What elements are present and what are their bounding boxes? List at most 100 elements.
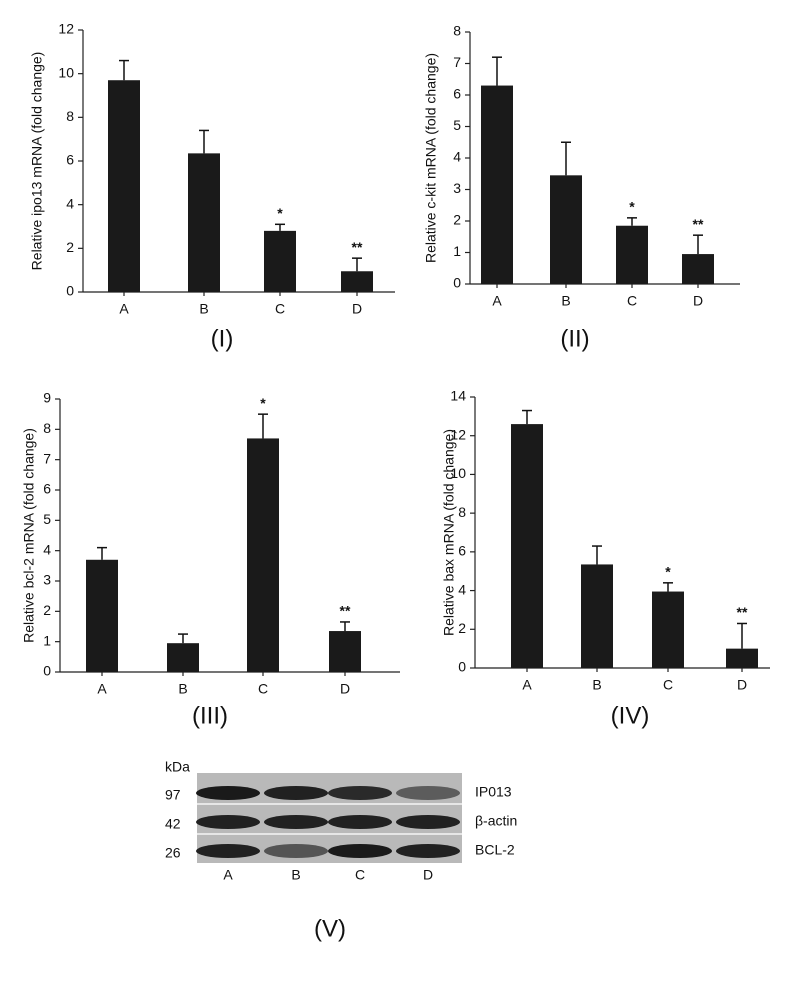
band [264,786,328,800]
y-tick-label: 5 [43,511,51,527]
panel-label: (I) [211,325,234,352]
band-label: IP013 [475,784,512,800]
y-tick-label: 12 [58,21,74,37]
band-label: BCL-2 [475,842,515,858]
y-tick-label: 4 [66,195,74,211]
y-tick-label: 0 [66,283,74,299]
x-tick-label: B [561,293,570,309]
x-tick-label: C [275,301,285,317]
bar [682,254,714,284]
x-tick-label: A [97,681,107,697]
y-tick-label: 8 [453,23,461,39]
marker-label: 42 [165,816,181,832]
y-tick-label: 1 [43,632,51,648]
significance-mark: ** [340,603,351,619]
bar [652,591,684,668]
bar [188,153,220,292]
x-tick-label: A [522,677,532,693]
bar [726,648,758,668]
x-tick-label: B [199,301,208,317]
lane-label: D [423,867,433,883]
bar [329,631,361,672]
band [328,786,392,800]
band [396,815,460,829]
significance-mark: * [665,564,671,580]
band [328,815,392,829]
y-tick-label: 3 [43,572,51,588]
bar [264,230,296,292]
bar [341,271,373,292]
y-tick-label: 6 [43,481,51,497]
band [196,844,260,858]
bar [86,559,118,672]
band [264,844,328,858]
y-tick-label: 2 [66,239,74,255]
x-tick-label: B [178,681,187,697]
x-tick-label: D [352,301,362,317]
bar [247,438,279,672]
y-tick-label: 4 [453,149,461,165]
y-tick-label: 8 [66,108,74,124]
y-tick-label: 4 [458,581,466,597]
significance-mark: ** [737,604,748,620]
y-tick-label: 6 [458,543,466,559]
x-tick-label: C [627,293,637,309]
y-tick-label: 7 [43,450,51,466]
bar [616,225,648,284]
y-axis-label: Relative bcl-2 mRNA (fold change) [21,428,37,643]
y-axis-label: Relative bax mRNA (fold change) [441,429,457,636]
band [196,815,260,829]
band-label: β-actin [475,813,517,829]
y-tick-label: 2 [453,212,461,228]
y-tick-label: 10 [450,465,466,481]
panel-label: (IV) [611,702,650,729]
x-tick-label: B [592,677,601,693]
lane-label: B [291,867,300,883]
unit-label: kDa [165,759,190,775]
x-tick-label: C [258,681,268,697]
panel-label: (V) [314,915,346,942]
marker-label: 97 [165,787,181,803]
y-tick-label: 4 [43,541,51,557]
bar [581,564,613,668]
significance-mark: * [629,199,635,215]
significance-mark: ** [352,239,363,255]
y-tick-label: 2 [458,620,466,636]
x-tick-label: A [492,293,502,309]
bar [511,424,543,668]
y-tick-label: 6 [66,152,74,168]
x-tick-label: D [693,293,703,309]
bar [108,80,140,292]
y-tick-label: 9 [43,390,51,406]
significance-mark: ** [693,216,704,232]
x-tick-label: D [737,677,747,693]
y-tick-label: 6 [453,86,461,102]
x-tick-label: A [119,301,129,317]
band [196,786,260,800]
y-tick-label: 14 [450,388,466,404]
y-tick-label: 7 [453,54,461,70]
band [264,815,328,829]
bar [167,643,199,672]
y-axis-label: Relative ipo13 mRNA (fold change) [29,52,45,271]
y-tick-label: 0 [43,663,51,679]
panel-label: (II) [560,325,589,352]
panel-label: (III) [192,702,228,729]
y-tick-label: 2 [43,602,51,618]
y-tick-label: 12 [450,426,466,442]
y-tick-label: 0 [453,275,461,291]
x-tick-label: D [340,681,350,697]
band [396,844,460,858]
y-axis-label: Relative c-kit mRNA (fold change) [423,53,439,263]
x-tick-label: C [663,677,673,693]
bar [481,85,513,284]
bar [550,175,582,284]
y-tick-label: 1 [453,243,461,259]
marker-label: 26 [165,845,181,861]
lane-label: C [355,867,365,883]
y-tick-label: 8 [43,420,51,436]
band [396,786,460,800]
lane-label: A [223,867,233,883]
y-tick-label: 5 [453,117,461,133]
